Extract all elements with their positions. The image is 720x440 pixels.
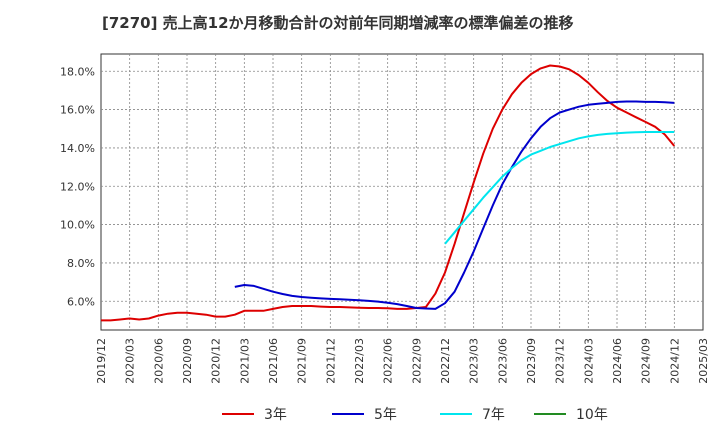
x-tick-label: 2020/03 bbox=[124, 338, 137, 384]
x-tick-label: 2022/09 bbox=[410, 338, 423, 384]
y-tick-label: 6.0% bbox=[67, 295, 95, 308]
x-tick-label: 2020/09 bbox=[181, 338, 194, 384]
x-tick-label: 2023/09 bbox=[525, 338, 538, 384]
y-tick-label: 10.0% bbox=[60, 219, 95, 232]
x-tick-label: 2021/12 bbox=[324, 338, 337, 384]
plot-area bbox=[100, 53, 704, 331]
x-tick-label: 2024/03 bbox=[582, 338, 595, 384]
y-tick-label: 16.0% bbox=[60, 104, 95, 117]
legend-label-4: 10年 bbox=[576, 407, 608, 423]
y-tick-label: 12.0% bbox=[60, 180, 95, 193]
series-line-1 bbox=[101, 64, 676, 322]
y-tick-label: 18.0% bbox=[60, 65, 95, 78]
x-tick-label: 2025/03 bbox=[697, 338, 710, 384]
x-tick-label: 2021/03 bbox=[238, 338, 251, 384]
chart-title: [7270] 売上高12か月移動合計の対前年同期増減率の標準偏差の推移 bbox=[102, 14, 574, 32]
series-line-3 bbox=[444, 131, 675, 245]
x-tick-label: 2021/09 bbox=[296, 338, 309, 384]
x-tick-label: 2024/06 bbox=[611, 338, 624, 384]
x-tick-label: 2022/06 bbox=[382, 338, 395, 384]
x-tick-label: 2022/03 bbox=[353, 338, 366, 384]
series-line-2 bbox=[234, 100, 675, 310]
x-tick-label: 2024/12 bbox=[668, 338, 681, 384]
x-tick-label: 2022/12 bbox=[439, 338, 452, 384]
legend-label-1: 3年 bbox=[264, 407, 287, 423]
x-tick-label: 2024/09 bbox=[640, 338, 653, 384]
legend-label-2: 5年 bbox=[374, 407, 397, 423]
y-tick-label: 14.0% bbox=[60, 142, 95, 155]
x-tick-label: 2020/06 bbox=[152, 338, 165, 384]
x-tick-label: 2023/03 bbox=[468, 338, 481, 384]
x-tick-label: 2021/06 bbox=[267, 338, 280, 384]
x-tick-label: 2019/12 bbox=[95, 338, 108, 384]
legend-label-3: 7年 bbox=[482, 407, 505, 423]
x-tick-label: 2023/06 bbox=[496, 338, 509, 384]
y-tick-label: 8.0% bbox=[67, 257, 95, 270]
x-tick-label: 2023/12 bbox=[554, 338, 567, 384]
x-tick-label: 2020/12 bbox=[210, 338, 223, 384]
